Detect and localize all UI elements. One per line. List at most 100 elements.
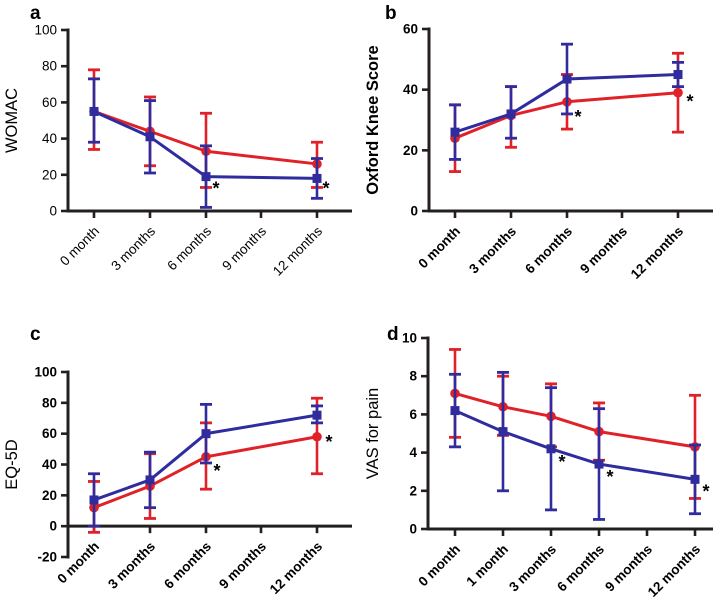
series-line [93, 435, 318, 510]
series-line [454, 409, 696, 481]
panel-label-b: b [385, 3, 397, 24]
axes [426, 336, 713, 531]
series-line [454, 91, 679, 140]
significance-marks: * * * [558, 452, 709, 502]
y-tick-label: 4 [409, 445, 417, 460]
y-tick-label: 40 [403, 82, 418, 97]
square-marker [498, 427, 508, 437]
significance-asterisk: * [213, 461, 220, 481]
y-tick-label: 0 [49, 204, 57, 219]
x-tick-label: 6 months [554, 542, 607, 595]
significance-marks: ** [213, 432, 332, 481]
square-marker [89, 106, 99, 116]
y-tick-label: -20 [37, 550, 57, 565]
x-tick-label: 6 months [161, 539, 214, 592]
square-marker [562, 74, 572, 84]
x-tick-label: 3 months [105, 539, 158, 592]
y-axis-ticks: 0 20 40 60 80 100 [34, 23, 68, 219]
series-blue-square [88, 402, 323, 528]
y-axis-title: WOMAC [3, 88, 21, 153]
y-tick-label: 0 [409, 522, 417, 537]
x-tick-label: 3 months [108, 223, 158, 273]
series-line [93, 413, 318, 502]
panel-label-c: c [30, 324, 41, 345]
square-marker [312, 173, 322, 183]
panel-a-chart: 0 20 40 60 80 100 0 month 3 months 6 months 9 mon… [3, 23, 352, 279]
y-tick-label: 0 [49, 519, 57, 534]
series-line [93, 110, 318, 166]
y-axis-ticks: 0 2 4 6 8 10 [402, 331, 428, 537]
x-tick-label: 3 months [506, 542, 559, 595]
series-blue-square [88, 77, 323, 209]
axes [66, 28, 352, 213]
y-tick-label: 80 [42, 395, 57, 410]
y-tick-label: 80 [42, 59, 57, 74]
y-tick-label: 60 [42, 95, 57, 110]
square-marker [673, 70, 683, 79]
circle-marker [312, 431, 322, 442]
x-tick-label: 12 months [628, 224, 686, 282]
y-tick-label: 20 [42, 167, 57, 182]
significance-asterisk: * [606, 467, 613, 487]
x-tick-label: 6 months [522, 224, 575, 277]
significance-asterisk: * [325, 432, 332, 452]
square-marker [145, 475, 155, 485]
x-tick-label: 0 month [54, 539, 102, 587]
panel-b: b 0 20 40 60 0 month 3 months 6 months 9 months… [361, 0, 722, 299]
square-marker [201, 172, 211, 182]
panel-c: c -20 0 20 40 60 80 100 0 month 3 months 6 months… [0, 299, 361, 598]
significance-marks: ** [574, 92, 693, 127]
y-tick-label: 20 [42, 488, 57, 503]
y-tick-label: 60 [42, 426, 57, 441]
square-marker [690, 474, 700, 484]
series-blue-square [449, 370, 701, 521]
y-axis-title: VAS for pain [364, 388, 382, 479]
series-line [454, 391, 696, 449]
significance-asterisk: * [322, 178, 329, 198]
square-marker [312, 410, 322, 420]
y-axis-title: EQ-5D [3, 439, 21, 490]
x-tick-label: 12 months [270, 223, 325, 278]
x-tick-label: 12 months [645, 542, 703, 598]
panel-label-a: a [30, 3, 41, 24]
y-axis-ticks: -20 0 20 40 60 80 100 [34, 365, 68, 565]
axes [427, 27, 713, 213]
y-tick-label: 100 [34, 365, 57, 380]
panel-a: a 0 20 40 60 80 100 0 month 3 months 6 months 9 m… [0, 0, 361, 299]
y-tick-label: 40 [42, 131, 57, 146]
significance-asterisk: * [212, 179, 219, 199]
x-tick-label: 0 month [415, 542, 463, 590]
y-tick-label: 40 [42, 457, 57, 472]
x-tick-label: 0 month [57, 224, 102, 269]
series-blue-square [449, 42, 684, 161]
panel-label-d: d [387, 324, 399, 345]
panel-b-chart: 0 20 40 60 0 month 3 months 6 months 9 months12… [364, 22, 713, 282]
square-marker [506, 109, 516, 119]
x-tick-label: 12 months [267, 539, 325, 597]
y-tick-label: 2 [409, 483, 417, 498]
significance-asterisk: * [558, 452, 565, 472]
y-tick-label: 100 [34, 23, 57, 38]
y-axis-ticks: 0 20 40 60 [403, 22, 429, 219]
significance-marks: ** [212, 178, 329, 198]
square-marker [594, 459, 604, 469]
x-tick-label: 9 months [577, 224, 630, 277]
x-tick-label: 9 months [219, 223, 269, 273]
square-marker [450, 406, 460, 416]
significance-asterisk: * [686, 92, 693, 112]
y-tick-label: 10 [402, 331, 417, 346]
square-marker [450, 127, 460, 137]
x-tick-label: 1 month [463, 542, 511, 590]
square-marker [89, 495, 99, 505]
significance-asterisk: * [574, 107, 581, 127]
x-tick-label: 0 month [415, 224, 463, 272]
x-tick-label: 9 months [216, 539, 269, 592]
y-axis-title: Oxford Knee Score [364, 45, 382, 194]
circle-marker [673, 87, 683, 98]
